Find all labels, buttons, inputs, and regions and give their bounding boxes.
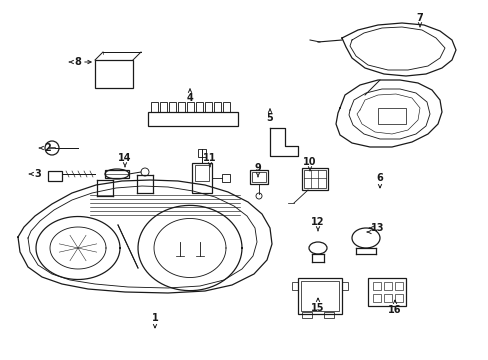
Text: 8: 8 xyxy=(74,57,81,67)
Text: 10: 10 xyxy=(303,157,316,167)
Bar xyxy=(105,170,129,178)
Bar xyxy=(301,281,338,311)
Text: 7: 7 xyxy=(416,13,423,23)
Bar xyxy=(214,102,221,112)
Bar xyxy=(204,102,212,112)
Bar xyxy=(394,282,402,290)
Bar xyxy=(251,172,265,182)
Bar xyxy=(151,102,158,112)
Bar xyxy=(195,165,208,181)
Bar xyxy=(223,102,229,112)
Text: 1: 1 xyxy=(151,313,158,323)
Bar xyxy=(372,294,380,302)
Bar xyxy=(160,102,167,112)
Bar xyxy=(291,282,297,290)
Text: 12: 12 xyxy=(311,217,324,227)
Text: 6: 6 xyxy=(376,173,383,183)
Bar xyxy=(367,278,405,306)
Bar xyxy=(222,174,229,182)
Bar xyxy=(169,102,176,112)
Bar xyxy=(95,60,133,88)
Bar xyxy=(186,102,194,112)
Bar xyxy=(383,294,391,302)
Bar xyxy=(297,278,341,314)
Bar xyxy=(377,108,405,124)
Text: 15: 15 xyxy=(311,303,324,313)
Bar xyxy=(196,102,203,112)
Bar xyxy=(383,282,391,290)
Text: 5: 5 xyxy=(266,113,273,123)
Bar xyxy=(304,170,325,188)
Bar xyxy=(341,282,347,290)
Bar xyxy=(198,149,205,157)
Bar xyxy=(48,171,62,181)
Text: 9: 9 xyxy=(254,163,261,173)
Text: 2: 2 xyxy=(44,143,51,153)
Text: 16: 16 xyxy=(387,305,401,315)
Bar xyxy=(302,312,311,318)
Bar xyxy=(148,112,238,126)
Bar xyxy=(394,294,402,302)
Bar xyxy=(249,170,267,184)
Bar xyxy=(324,312,333,318)
Bar xyxy=(372,282,380,290)
Bar xyxy=(178,102,184,112)
Bar xyxy=(302,168,327,190)
Text: 14: 14 xyxy=(118,153,131,163)
Text: 3: 3 xyxy=(35,169,41,179)
Text: 13: 13 xyxy=(370,223,384,233)
Text: 4: 4 xyxy=(186,93,193,103)
Text: 11: 11 xyxy=(203,153,216,163)
Bar xyxy=(192,163,212,193)
